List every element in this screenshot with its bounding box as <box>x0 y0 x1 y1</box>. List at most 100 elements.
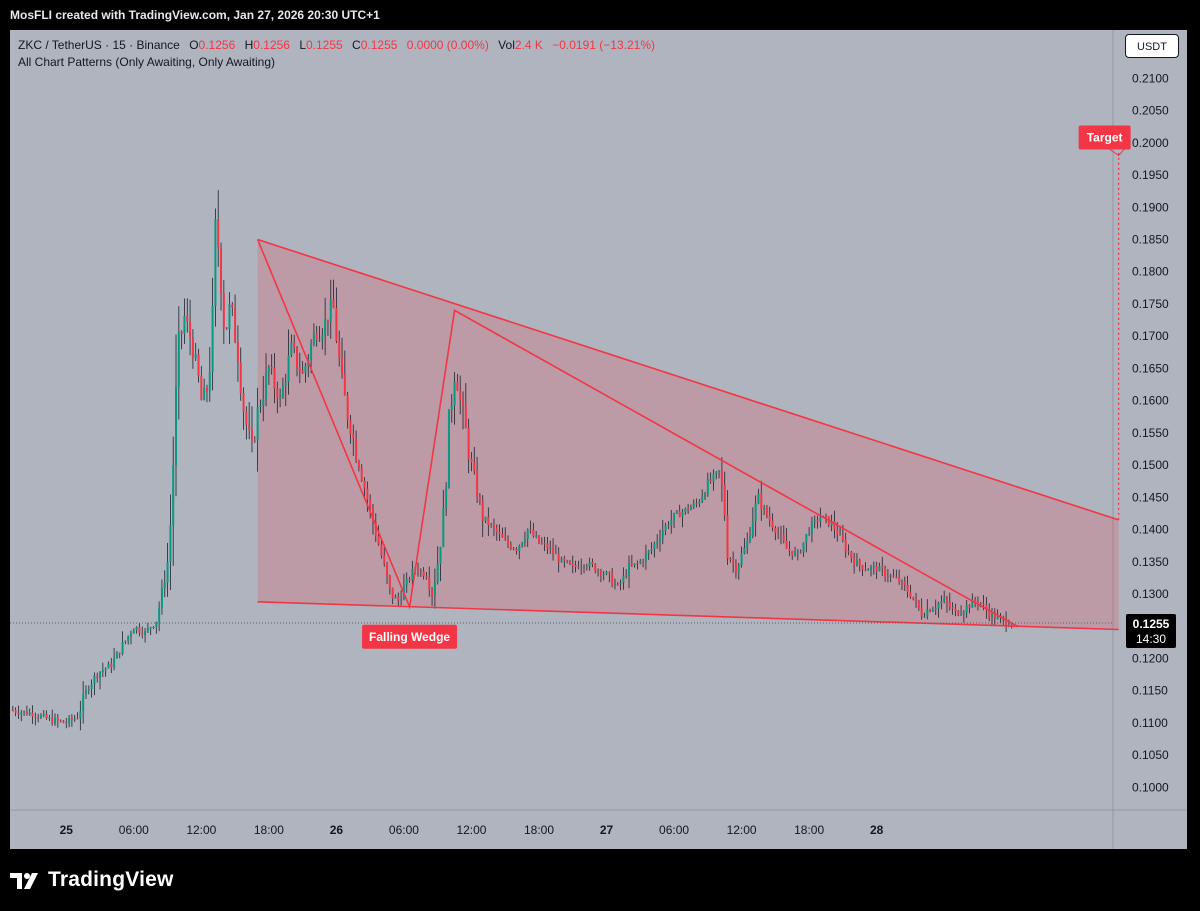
candle-body <box>59 720 62 722</box>
legend-symbol[interactable]: ZKC / TetherUS · 15 · Binance <box>18 38 180 52</box>
falling-wedge-label[interactable]: Falling Wedge <box>369 630 450 644</box>
candle-body <box>62 720 65 723</box>
candle-body <box>408 579 411 581</box>
y-tick-label: 0.1650 <box>1132 361 1169 375</box>
candle-body <box>734 563 737 573</box>
x-tick-label: 18:00 <box>524 823 554 837</box>
candle-body <box>397 596 400 601</box>
candle-body <box>14 710 17 713</box>
candle-body <box>312 333 315 345</box>
candle-body <box>704 494 707 497</box>
candle-body <box>749 535 752 542</box>
candle-body <box>552 547 555 554</box>
candle-body <box>540 542 543 544</box>
wedge-lower-line[interactable] <box>257 600 1119 631</box>
currency-button[interactable]: USDT <box>1125 34 1179 58</box>
candle-body <box>1005 618 1008 626</box>
candle-body <box>881 566 884 569</box>
wedge-upper-line[interactable] <box>257 238 1119 521</box>
candle-body <box>371 508 374 523</box>
legend-close-label: C <box>352 38 361 52</box>
candle-body <box>611 573 614 586</box>
candle-body <box>833 521 836 530</box>
candle-body <box>172 465 175 526</box>
candle-body <box>484 516 487 521</box>
candle-body <box>985 604 988 611</box>
candle-body <box>332 299 335 308</box>
candle-body <box>633 563 636 566</box>
candle-body <box>326 319 329 322</box>
candle-body <box>993 612 996 619</box>
legend-indicator[interactable]: All Chart Patterns (Only Awaiting, Only … <box>18 55 276 69</box>
candle-body <box>101 670 104 673</box>
candle-body <box>478 496 481 501</box>
target-label[interactable]: Target <box>1087 130 1123 144</box>
candle-body <box>926 609 929 617</box>
candle-body <box>757 493 760 504</box>
y-tick-label: 0.1800 <box>1132 265 1169 279</box>
candle-body <box>56 717 59 721</box>
last-price-value: 0.1255 <box>1133 617 1170 631</box>
candle-body <box>490 524 493 526</box>
candle-body <box>31 712 34 717</box>
legend-volume-value: 2.4 K <box>514 38 543 52</box>
price-chart[interactable]: 0.21500.21000.20500.20000.19500.19000.18… <box>10 30 1187 849</box>
candle-body <box>163 582 166 589</box>
candle-body <box>158 607 161 622</box>
chart-area[interactable]: 0.21500.21000.20500.20000.19500.19000.18… <box>10 30 1187 849</box>
candle-body <box>217 219 220 249</box>
candle-body <box>706 478 709 495</box>
candle-body <box>796 551 799 553</box>
candle-body <box>107 663 110 669</box>
candle-body <box>839 534 842 536</box>
candle-body <box>723 484 726 516</box>
candle-body <box>644 553 647 562</box>
candle-body <box>242 393 245 412</box>
candle-body <box>765 507 768 516</box>
candle-body <box>394 596 397 599</box>
candle-body <box>388 575 391 588</box>
candle-body <box>222 293 225 328</box>
candle-body <box>301 370 304 374</box>
candle-body <box>405 579 408 585</box>
candle-body <box>324 319 327 336</box>
falling-wedge-label-bg[interactable] <box>362 624 458 649</box>
target-label-bg[interactable] <box>1078 125 1131 150</box>
candle-body <box>298 367 301 371</box>
candle-body <box>447 409 450 488</box>
candle-body <box>597 570 600 572</box>
candle-body <box>855 560 858 567</box>
candle-body <box>971 599 974 608</box>
candle-body <box>526 529 529 540</box>
candle-body <box>194 354 197 359</box>
y-tick-label: 0.1950 <box>1132 168 1169 182</box>
candle-body <box>889 575 892 577</box>
candle-body <box>906 584 909 593</box>
candle-body <box>228 304 231 329</box>
candle-body <box>808 533 811 535</box>
candle-body <box>692 503 695 508</box>
candle-body <box>642 561 645 563</box>
candle-body <box>82 694 85 712</box>
candle-body <box>155 621 158 627</box>
candle-body <box>962 612 965 615</box>
candle-body <box>462 399 465 407</box>
candle-body <box>532 529 535 537</box>
candle-body <box>903 581 906 585</box>
candle-body <box>872 566 875 568</box>
candle-body <box>810 521 813 534</box>
x-tick-label: 27 <box>600 823 614 837</box>
candle-body <box>509 544 512 549</box>
chart-legend: ZKC / TetherUS · 15 · Binance O0.1256 H0… <box>18 37 655 71</box>
candle-body <box>656 541 659 544</box>
wedge-zigzag[interactable] <box>256 239 1018 627</box>
candle-body <box>768 515 771 521</box>
candle-body <box>599 570 602 575</box>
candle-body <box>630 563 633 566</box>
candle-body <box>847 551 850 553</box>
y-tick-label: 0.1050 <box>1132 748 1169 762</box>
x-tick-label: 12:00 <box>456 823 486 837</box>
candle-body <box>591 562 594 565</box>
x-tick-label: 06:00 <box>659 823 689 837</box>
candle-body <box>374 522 377 536</box>
